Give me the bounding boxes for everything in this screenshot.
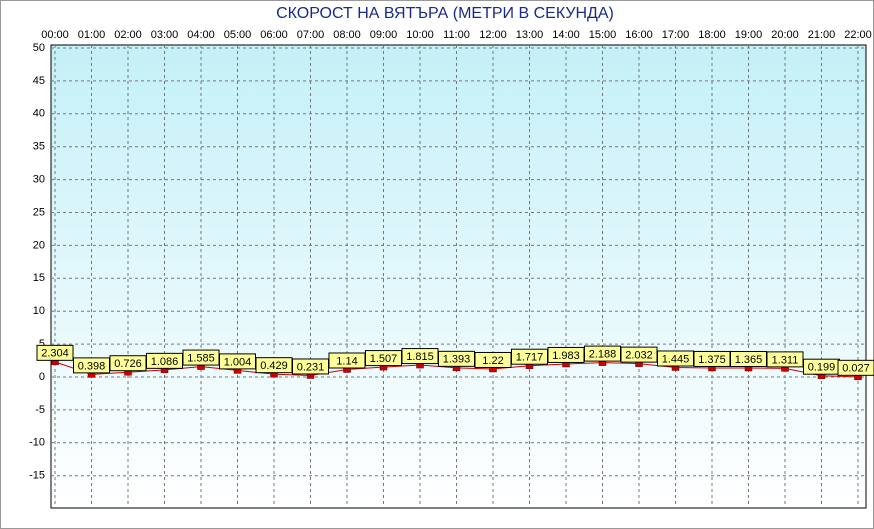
value-label: 1.086	[151, 356, 179, 368]
value-label: 1.815	[406, 351, 434, 363]
y-tick-label: 20	[33, 239, 45, 251]
x-tick-label: 14:00	[552, 29, 580, 41]
y-tick-label: 30	[33, 174, 45, 186]
y-tick-label: -5	[35, 404, 45, 416]
y-tick-label: 45	[33, 75, 45, 87]
x-tick-label: 00:00	[41, 29, 69, 41]
x-tick-label: 10:00	[406, 29, 434, 41]
x-tick-label: 08:00	[333, 29, 361, 41]
value-label: 1.393	[443, 354, 471, 366]
value-label: 0.199	[808, 362, 836, 374]
value-label: 1.14	[336, 355, 357, 367]
value-label: 2.032	[625, 350, 653, 362]
x-tick-label: 20:00	[771, 29, 799, 41]
value-label: 1.311	[772, 354, 799, 366]
plot-area	[50, 44, 867, 509]
x-tick-label: 17:00	[662, 29, 690, 41]
value-label: 1.365	[735, 354, 763, 366]
value-label: 2.188	[589, 349, 617, 361]
x-tick-label: 03:00	[151, 29, 179, 41]
x-tick-label: 05:00	[224, 29, 252, 41]
value-label-box	[36, 344, 74, 361]
x-tick-label: 13:00	[516, 29, 544, 41]
y-tick-label: 40	[33, 108, 45, 120]
y-tick-label: -10	[29, 437, 45, 449]
value-label: 0.231	[297, 361, 325, 373]
x-tick-label: 07:00	[297, 29, 325, 41]
y-tick-label: 35	[33, 141, 45, 153]
value-label: 1.717	[516, 352, 544, 364]
value-label: 0.429	[260, 360, 288, 372]
x-tick-label: 01:00	[78, 29, 106, 41]
value-label: 2.304	[41, 348, 69, 360]
x-tick-label: 15:00	[589, 29, 617, 41]
y-tick-label: 10	[33, 305, 45, 317]
value-label: 1.445	[662, 353, 690, 365]
x-tick-label: 04:00	[187, 29, 215, 41]
x-tick-label: 16:00	[625, 29, 653, 41]
x-tick-label: 22:00	[844, 29, 872, 41]
value-label: 0.027	[842, 363, 870, 375]
value-label-box	[837, 359, 874, 376]
y-tick-label: 0	[39, 371, 45, 383]
value-label: 1.507	[370, 353, 398, 365]
y-tick-label: 50	[33, 42, 45, 54]
x-tick-label: 11:00	[443, 29, 470, 41]
x-tick-label: 09:00	[370, 29, 398, 41]
chart-title: СКОРОСТ НА ВЯТЪРА (МЕТРИ В СЕКУНДА)	[276, 5, 614, 22]
value-label: 0.726	[114, 358, 142, 370]
value-label: 1.375	[698, 354, 726, 366]
x-tick-label: 18:00	[698, 29, 726, 41]
y-tick-label: 15	[33, 272, 45, 284]
value-label: 1.22	[482, 355, 503, 367]
value-label: 1.585	[187, 352, 215, 364]
x-tick-label: 19:00	[735, 29, 763, 41]
x-tick-label: 02:00	[114, 29, 142, 41]
value-label: 1.983	[552, 350, 580, 362]
x-tick-label: 21:00	[808, 29, 836, 41]
y-tick-label: -15	[29, 470, 45, 482]
y-tick-label: 25	[33, 206, 45, 218]
y-tick-label: 5	[39, 338, 45, 350]
x-tick-label: 12:00	[479, 29, 507, 41]
value-label: 0.398	[78, 360, 106, 372]
value-label: 1.004	[224, 356, 252, 368]
x-tick-label: 06:00	[260, 29, 288, 41]
